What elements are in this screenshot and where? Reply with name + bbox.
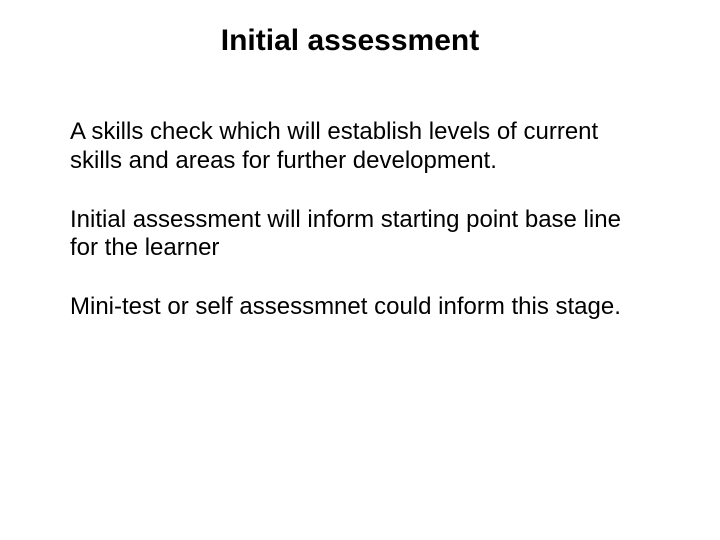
- paragraph-1: A skills check which will establish leve…: [70, 118, 650, 176]
- paragraph-3: Mini-test or self assessmnet could infor…: [70, 293, 650, 322]
- paragraph-2: Initial assessment will inform starting …: [70, 206, 650, 264]
- slide-title: Initial assessment: [50, 24, 650, 58]
